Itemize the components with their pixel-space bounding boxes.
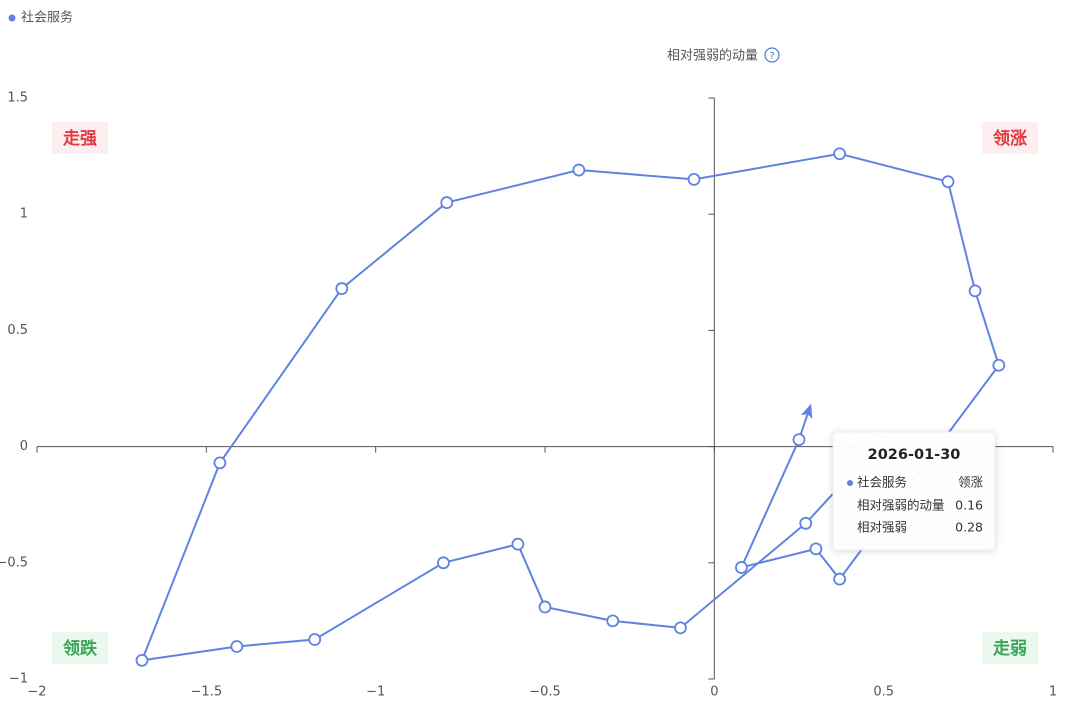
point <box>792 433 806 447</box>
point <box>436 556 450 570</box>
y-tick-label: 1 <box>20 207 28 222</box>
tooltip-ylabel: 相对强弱的动量 <box>857 498 945 513</box>
quadrant-label: 领涨 <box>993 128 1027 149</box>
point <box>440 196 454 209</box>
point <box>833 147 847 161</box>
x-tick-label: 0.5 <box>873 685 894 700</box>
point <box>335 282 349 295</box>
point <box>809 542 823 556</box>
point <box>799 516 813 530</box>
quadrant-label: 领跌 <box>63 638 98 659</box>
y-tick-label: −0.5 <box>0 555 28 570</box>
point <box>308 633 322 646</box>
x-tick-label: 0 <box>710 685 718 700</box>
quadrant-badge <box>982 632 1038 664</box>
point <box>538 600 552 614</box>
y-axis-label: 相对强弱的动量 <box>667 48 758 64</box>
point <box>833 572 847 586</box>
quadrant-label: 走强 <box>63 128 97 149</box>
point <box>687 172 701 186</box>
help-icon[interactable]: ? <box>764 47 780 63</box>
quadrant-badge <box>52 632 108 664</box>
svg-text:?: ? <box>769 51 774 62</box>
tooltip-xlabel: 相对强弱 <box>857 520 907 535</box>
point <box>674 621 687 635</box>
y-tick-label: 1.5 <box>7 91 28 106</box>
legend-marker <box>8 14 16 22</box>
point <box>230 640 244 653</box>
tooltip-status: 领涨 <box>958 475 984 490</box>
point <box>992 358 1006 372</box>
x-tick-label: −2 <box>27 685 46 700</box>
point <box>941 175 955 189</box>
quadrant-label: 走弱 <box>993 638 1027 659</box>
quadrant-badge <box>52 122 108 154</box>
point <box>735 561 748 574</box>
tooltip-box <box>832 431 996 551</box>
point <box>135 654 149 667</box>
legend-label[interactable]: 社会服务 <box>21 10 73 26</box>
series-line <box>140 152 1000 662</box>
point <box>213 456 227 470</box>
tooltip-series: 社会服务 <box>857 475 907 490</box>
y-tick-label: 0 <box>20 439 28 454</box>
point <box>606 614 620 628</box>
point <box>572 163 586 177</box>
y-tick-label: 0.5 <box>7 323 28 338</box>
x-tick-label: −0.5 <box>529 685 561 700</box>
x-tick-label: −1 <box>366 685 385 700</box>
point <box>968 284 982 298</box>
y-tick-label: −1 <box>9 672 28 687</box>
tooltip-yvalue: 0.16 <box>955 498 983 513</box>
tooltip-date: 2026-01-30 <box>868 447 961 463</box>
x-tick-label: 1 <box>1049 685 1057 700</box>
end-arrow <box>800 403 813 419</box>
tooltip-marker <box>847 480 853 486</box>
quadrant-badge <box>982 122 1038 154</box>
tooltip-xvalue: 0.28 <box>955 520 983 535</box>
point <box>511 537 525 551</box>
x-tick-label: −1.5 <box>191 685 223 700</box>
